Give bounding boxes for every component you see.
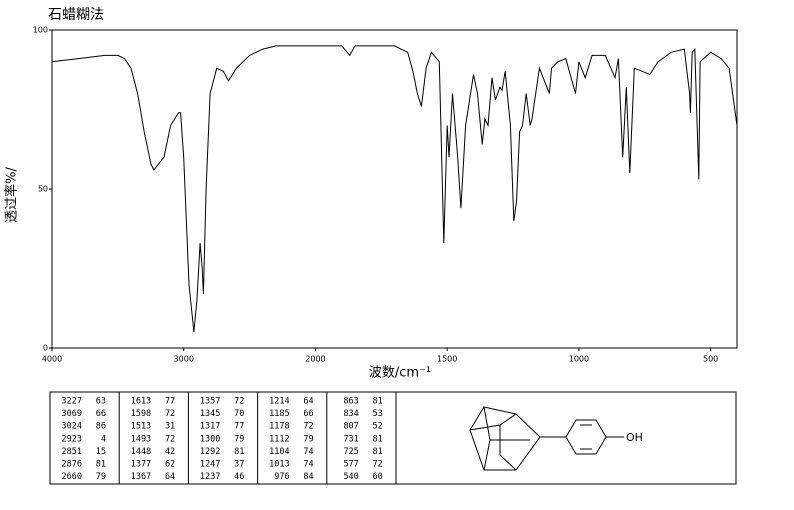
peak-transmittance: 42 [165, 447, 175, 457]
peak-wavenumber: 540 [343, 472, 358, 482]
peak-wavenumber: 834 [343, 409, 358, 419]
peak-transmittance: 79 [234, 434, 244, 444]
peak-wavenumber: 1178 [269, 422, 289, 432]
peak-wavenumber: 1300 [200, 434, 220, 444]
peak-transmittance: 81 [234, 447, 244, 457]
peak-table-frame [49, 391, 737, 485]
phenyl-ring [565, 419, 607, 455]
peak-transmittance: 72 [303, 422, 313, 432]
x-tick-label: 3000 [174, 355, 194, 364]
peak-transmittance: 79 [96, 472, 106, 482]
peak-transmittance: 84 [303, 472, 313, 482]
peak-transmittance: 81 [373, 397, 383, 407]
peak-wavenumber: 3227 [62, 397, 82, 407]
peak-wavenumber: 1104 [269, 447, 289, 457]
peak-wavenumber: 1292 [200, 447, 220, 457]
peak-wavenumber: 1237 [200, 472, 220, 482]
peak-wavenumber: 1112 [269, 434, 289, 444]
x-tick-label: 4000 [42, 355, 62, 364]
peak-wavenumber: 1493 [131, 434, 151, 444]
peak-transmittance: 81 [373, 447, 383, 457]
peak-wavenumber: 2876 [62, 460, 82, 470]
peak-transmittance: 15 [96, 447, 106, 457]
peak-wavenumber: 1345 [200, 409, 220, 419]
x-tick-label: 500 [703, 355, 718, 364]
x-tick-label: 1500 [437, 355, 457, 364]
peak-transmittance: 77 [234, 422, 244, 432]
peak-wavenumber: 807 [343, 422, 358, 432]
peak-transmittance: 53 [373, 409, 383, 419]
peak-wavenumber: 1613 [131, 397, 151, 407]
adamantane [469, 406, 541, 471]
peak-wavenumber: 1448 [131, 447, 151, 457]
y-tick-label: 100 [33, 26, 48, 35]
peak-wavenumber: 1513 [131, 422, 151, 432]
x-tick-label: 2000 [305, 355, 325, 364]
peak-transmittance: 62 [165, 460, 175, 470]
peak-wavenumber: 3024 [62, 422, 82, 432]
peak-transmittance: 37 [234, 460, 244, 470]
peak-transmittance: 4 [101, 434, 106, 444]
peak-transmittance: 81 [96, 460, 106, 470]
structure-label: OH [626, 431, 643, 444]
peak-wavenumber: 2851 [62, 447, 82, 457]
peak-wavenumber: 725 [343, 447, 358, 457]
peak-transmittance: 64 [303, 397, 313, 407]
peak-transmittance: 66 [96, 409, 106, 419]
y-tick-label: 0 [43, 344, 48, 353]
peak-wavenumber: 1214 [269, 397, 289, 407]
peak-wavenumber: 1185 [269, 409, 289, 419]
peak-transmittance: 66 [303, 409, 313, 419]
peak-wavenumber: 976 [274, 472, 289, 482]
x-axis-label: 波数/cm⁻¹ [369, 366, 431, 381]
peak-transmittance: 46 [234, 472, 244, 482]
peak-transmittance: 63 [96, 397, 106, 407]
chart-title: 石蜡糊法 [48, 7, 104, 23]
peak-wavenumber: 1377 [131, 460, 151, 470]
peak-wavenumber: 1317 [200, 422, 220, 432]
peak-wavenumber: 1247 [200, 460, 220, 470]
peak-transmittance: 64 [165, 472, 175, 482]
peak-wavenumber: 1013 [269, 460, 289, 470]
peak-transmittance: 72 [234, 397, 244, 407]
peak-wavenumber: 1357 [200, 397, 220, 407]
peak-transmittance: 72 [373, 460, 383, 470]
peak-wavenumber: 3069 [62, 409, 82, 419]
structure [469, 406, 624, 471]
peak-transmittance: 86 [96, 422, 106, 432]
peak-wavenumber: 1367 [131, 472, 151, 482]
peak-transmittance: 60 [373, 472, 383, 482]
peak-transmittance: 70 [234, 409, 244, 419]
peak-transmittance: 52 [373, 422, 383, 432]
peak-transmittance: 72 [165, 434, 175, 444]
y-axis-label: 透过率%/ [4, 167, 20, 223]
peak-wavenumber: 863 [343, 397, 358, 407]
peak-transmittance: 31 [165, 422, 175, 432]
peak-transmittance: 79 [303, 434, 313, 444]
peak-transmittance: 81 [373, 434, 383, 444]
y-tick-label: 50 [38, 185, 48, 194]
x-tick-label: 1000 [569, 355, 589, 364]
peak-wavenumber: 577 [343, 460, 358, 470]
spectrum-line [51, 45, 738, 333]
peak-wavenumber: 1598 [131, 409, 151, 419]
peak-wavenumber: 2923 [62, 434, 82, 444]
peak-wavenumber: 731 [343, 434, 358, 444]
peak-wavenumber: 2660 [62, 472, 82, 482]
peak-transmittance: 77 [165, 397, 175, 407]
peak-transmittance: 72 [165, 409, 175, 419]
peak-transmittance: 74 [303, 447, 313, 457]
peak-transmittance: 74 [303, 460, 313, 470]
